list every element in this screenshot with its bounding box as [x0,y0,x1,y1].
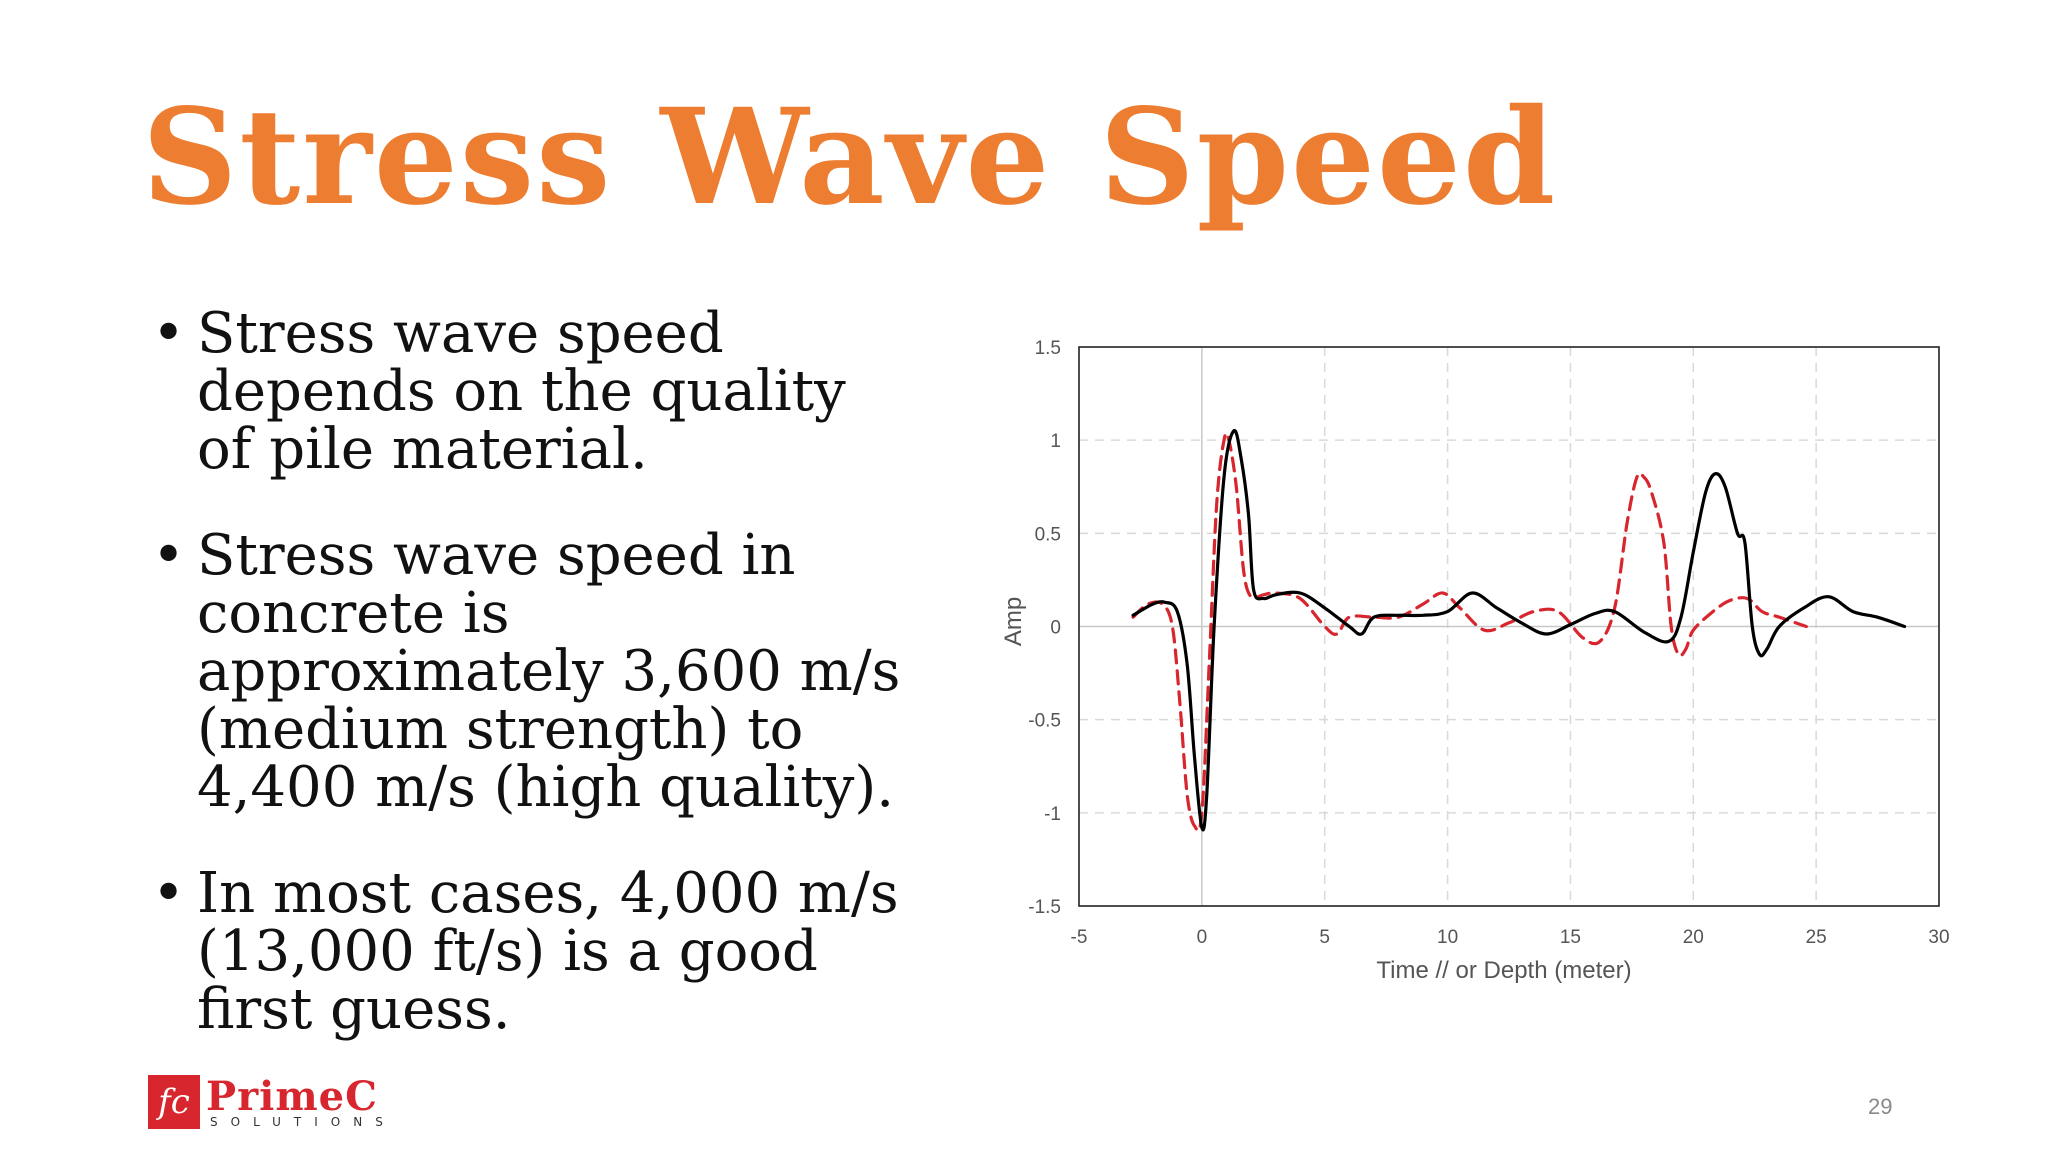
page-number: 29 [1868,1094,1893,1119]
x-tick-label: 25 [1806,927,1827,948]
x-tick-label: 0 [1197,927,1208,948]
y-tick-label: 0 [1050,618,1061,639]
company-logo: fc PrimeC SOLUTIONS [148,1073,388,1135]
logo-mark: fc [148,1075,200,1129]
x-tick-label: 15 [1560,927,1581,948]
y-tick-label: -1 [1044,804,1061,825]
series-line-dashed [1131,431,1808,833]
y-axis-label: Amp [1000,597,1027,646]
bullet-text: Stress wave speed in concrete is approxi… [197,523,901,820]
x-tick-label: -5 [1071,927,1088,948]
bullet-list: • Stress wave speed depends on the quali… [150,305,910,1087]
bullet-glyph: • [152,301,186,366]
y-tick-label: -0.5 [1028,711,1061,732]
logo-subtitle: SOLUTIONS [210,1115,396,1129]
x-tick-label: 5 [1319,927,1330,948]
y-tick-label: 1.5 [1035,338,1061,359]
slide-title: Stress Wave Speed [142,80,1558,235]
bullet-item: • Stress wave speed in concrete is appro… [150,527,910,817]
series-line-solid [1131,429,1907,832]
y-tick-label: 1 [1050,431,1061,452]
x-tick-label: 10 [1437,927,1458,948]
x-tick-label: 30 [1928,927,1949,948]
bullet-text: In most cases, 4,000 m/s (13,000 ft/s) i… [197,861,899,1042]
bullet-item: • Stress wave speed depends on the quali… [150,305,910,479]
plot-frame [1078,346,1940,907]
bullet-glyph: • [152,861,186,926]
bullet-glyph: • [152,523,186,588]
y-tick-label: -1.5 [1028,897,1061,918]
bullet-text: Stress wave speed depends on the quality… [197,301,846,482]
y-tick-label: 0.5 [1035,524,1061,545]
x-tick-label: 20 [1683,927,1704,948]
bullet-item: • In most cases, 4,000 m/s (13,000 ft/s)… [150,865,910,1039]
x-axis-label: Time // or Depth (meter) [1376,957,1631,984]
logo-name: PrimeC [206,1073,378,1120]
